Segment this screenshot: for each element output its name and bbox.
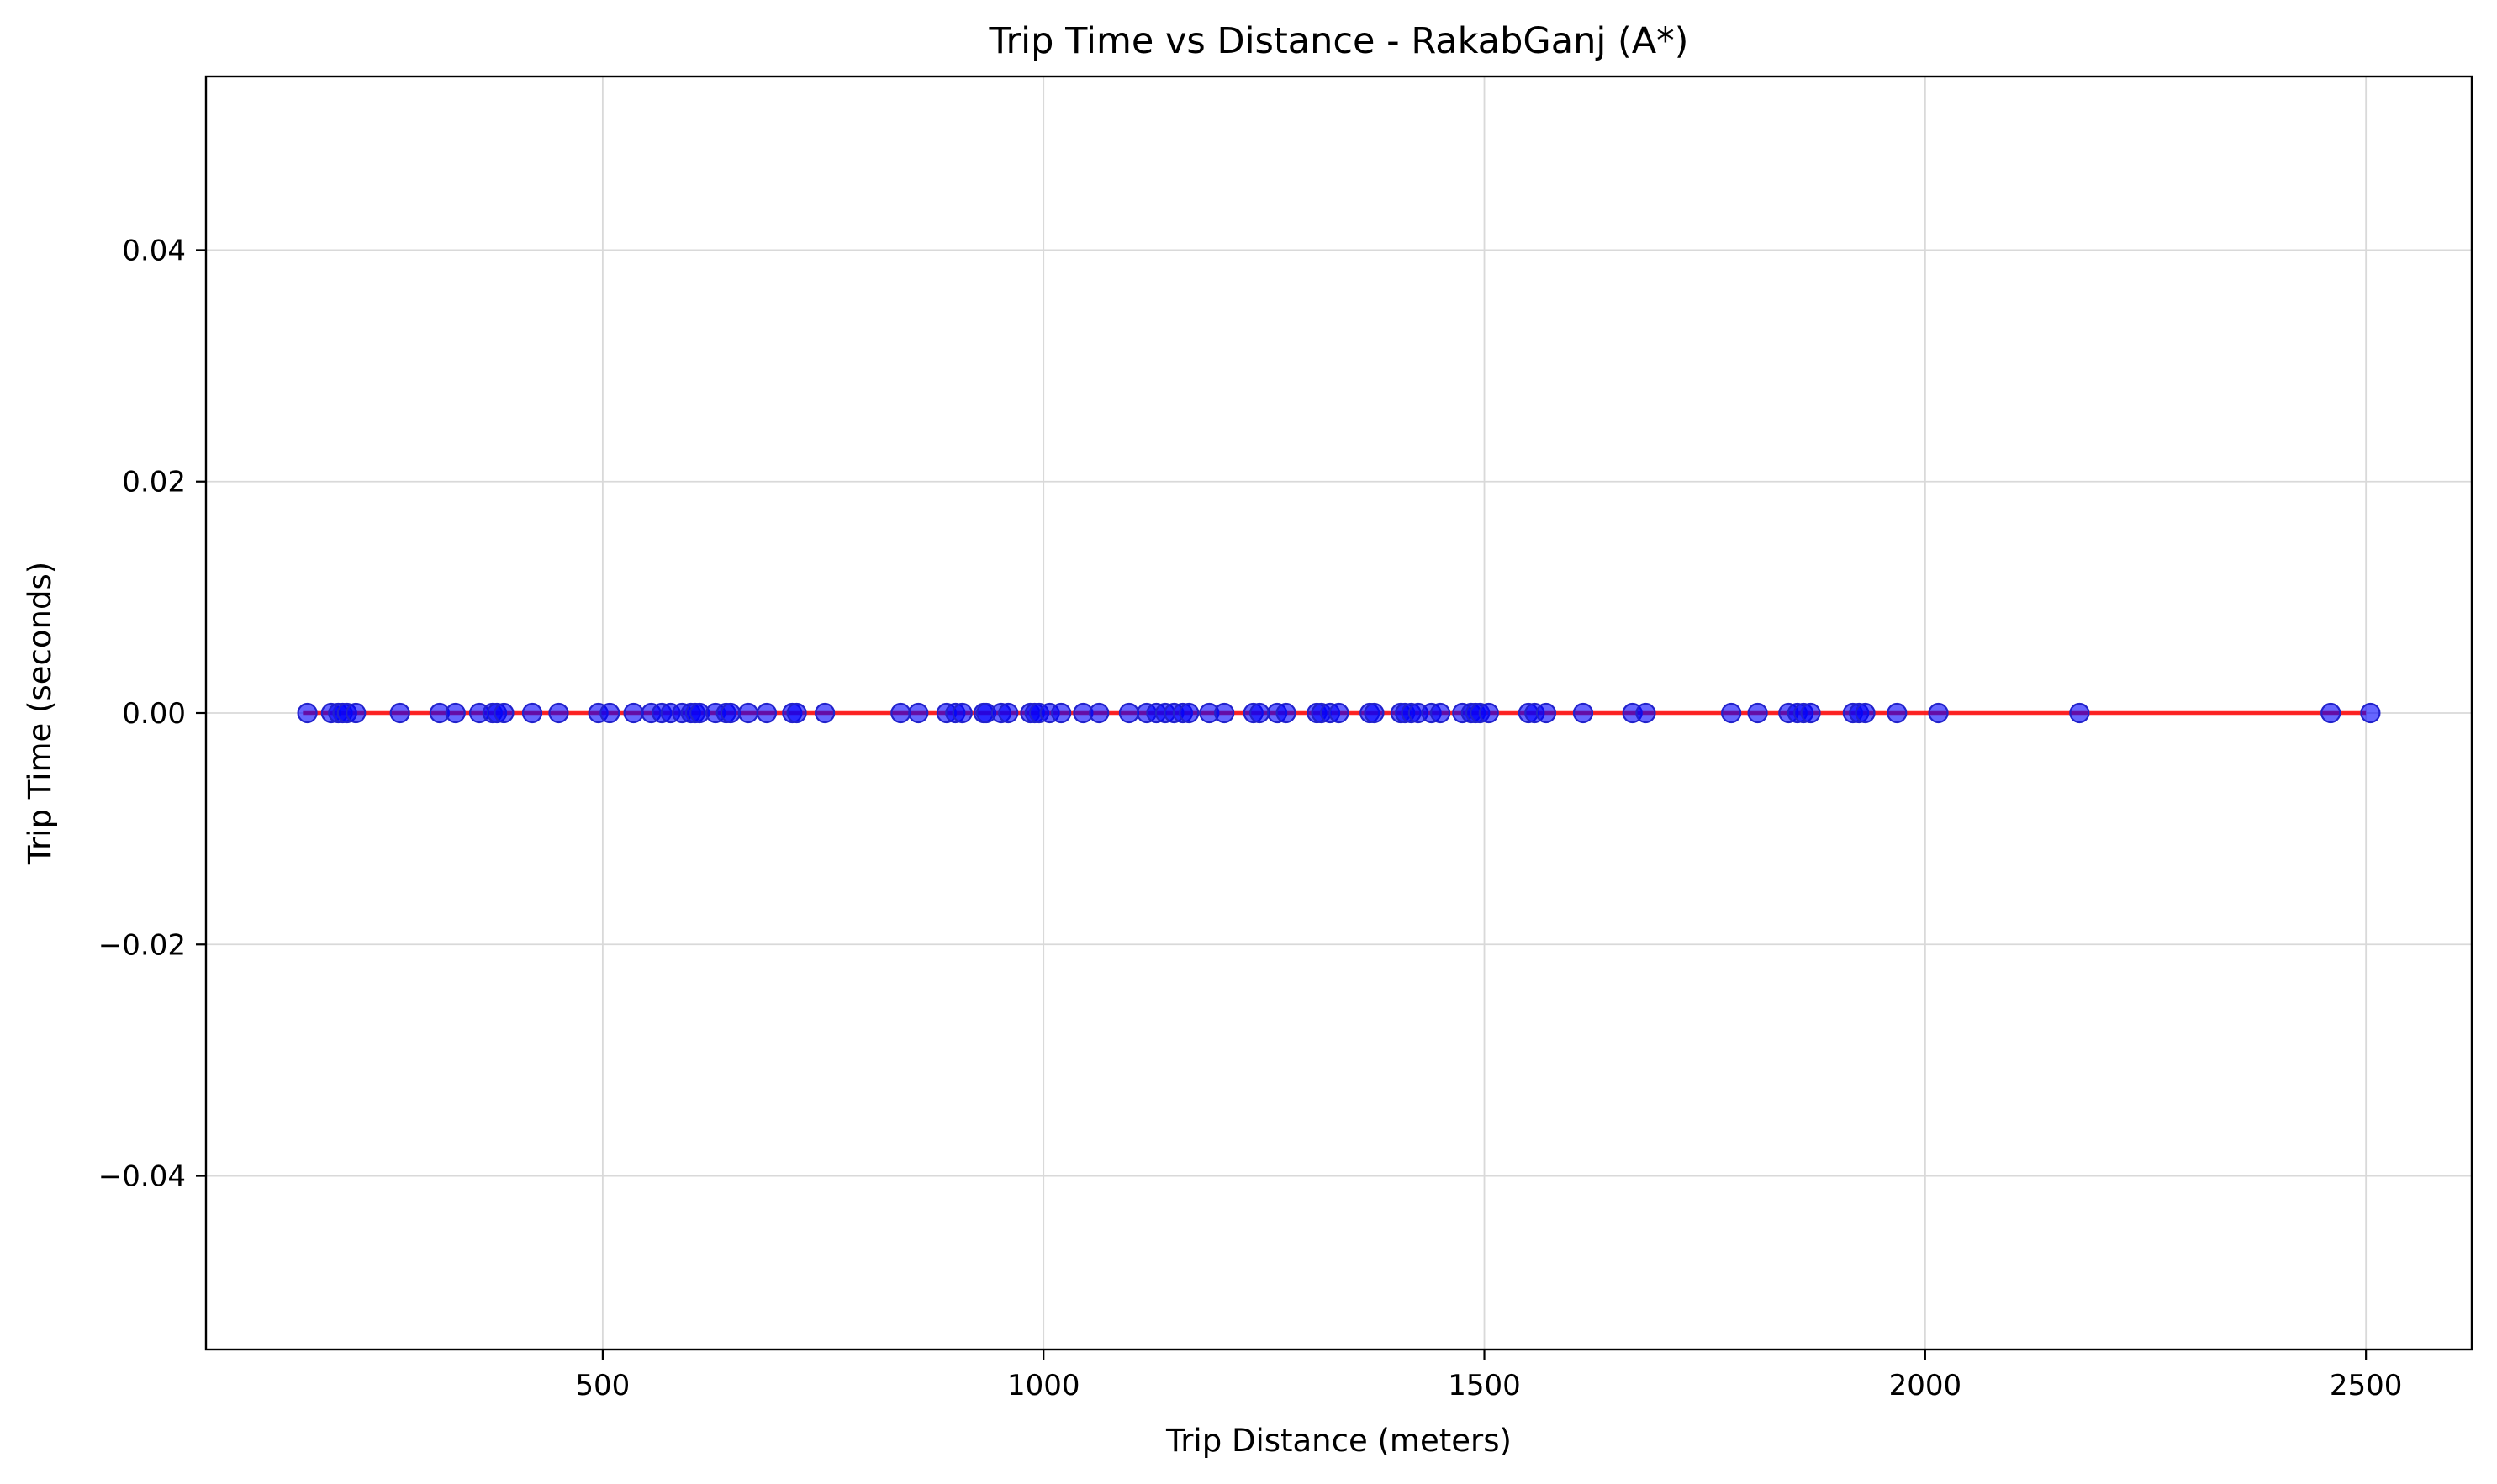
- scatter-point: [1747, 702, 1768, 724]
- scatter-point: [346, 702, 367, 724]
- scatter-point: [1721, 702, 1742, 724]
- scatter-point: [548, 702, 569, 724]
- scatter-point: [908, 702, 929, 724]
- scatter-point: [1855, 702, 1876, 724]
- scatter-point: [1118, 702, 1140, 724]
- x-tick-label: 1500: [1448, 1369, 1521, 1402]
- scatter-point: [623, 702, 644, 724]
- y-axis-ticks: −0.04 −0.02 0.00 0.02 0.04: [98, 234, 206, 1194]
- scatter-point: [1928, 702, 1949, 724]
- x-tick-label: 2000: [1889, 1369, 1962, 1402]
- scatter-point: [494, 702, 515, 724]
- y-axis-label: Trip Time (seconds): [22, 562, 58, 865]
- scatter-point: [1364, 702, 1385, 724]
- x-tick-label: 2500: [2330, 1369, 2403, 1402]
- scatter-point: [1249, 702, 1270, 724]
- scatter-point: [1275, 702, 1296, 724]
- y-tick-label: −0.02: [98, 928, 186, 962]
- x-axis-label: Trip Distance (meters): [1165, 1423, 1512, 1459]
- scatter-point: [720, 702, 742, 724]
- scatter-point: [1089, 702, 1110, 724]
- y-tick-label: 0.02: [122, 466, 186, 499]
- y-tick-label: 0.04: [122, 234, 186, 267]
- scatter-point: [521, 702, 543, 724]
- scatter-point: [2360, 702, 2381, 724]
- data-points: [297, 702, 2381, 724]
- scatter-point: [1635, 702, 1656, 724]
- scatter-point: [1572, 702, 1594, 724]
- scatter-point: [1179, 702, 1200, 724]
- scatter-point: [952, 702, 973, 724]
- scatter-point: [2320, 702, 2341, 724]
- scatter-point: [1800, 702, 1821, 724]
- scatter-point: [1887, 702, 1908, 724]
- scatter-point: [1328, 702, 1349, 724]
- x-axis-ticks: 500 1000 1500 2000 2500: [575, 1349, 2402, 1402]
- scatter-point: [445, 702, 466, 724]
- scatter-point: [815, 702, 836, 724]
- scatter-point: [1214, 702, 1235, 724]
- chart-title: Trip Time vs Distance - RakabGanj (A*): [989, 20, 1689, 62]
- scatter-point: [1051, 702, 1072, 724]
- y-tick-label: −0.04: [98, 1160, 186, 1194]
- scatter-point: [786, 702, 807, 724]
- scatter-point: [599, 702, 620, 724]
- scatter-point: [737, 702, 759, 724]
- scatter-point: [998, 702, 1019, 724]
- scatter-point: [1478, 702, 1499, 724]
- x-tick-label: 500: [575, 1369, 630, 1402]
- scatter-point: [756, 702, 778, 724]
- scatter-point: [389, 702, 410, 724]
- x-tick-label: 1000: [1007, 1369, 1080, 1402]
- scatter-point: [297, 702, 318, 724]
- scatter-point: [1429, 702, 1451, 724]
- scatter-point: [890, 702, 911, 724]
- y-tick-label: 0.00: [122, 697, 186, 731]
- scatter-point: [2069, 702, 2090, 724]
- scatter-point: [1535, 702, 1557, 724]
